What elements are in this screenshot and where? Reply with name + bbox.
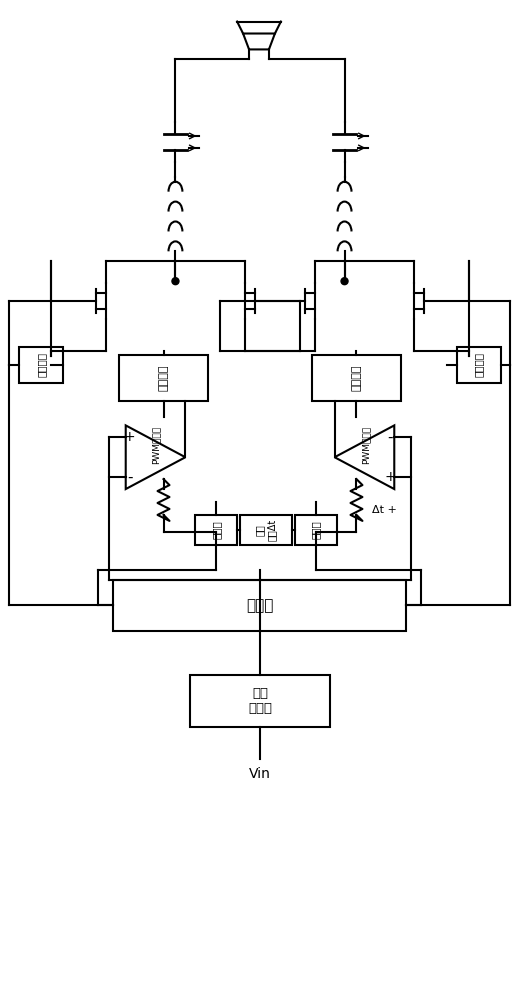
Text: -: - xyxy=(388,430,393,445)
Circle shape xyxy=(172,278,179,285)
Text: 三角波: 三角波 xyxy=(211,520,221,539)
Bar xyxy=(190,675,330,727)
Text: +: + xyxy=(385,470,396,484)
Bar xyxy=(312,355,401,401)
Bar xyxy=(457,347,501,383)
Bar xyxy=(119,355,208,401)
Text: 反馈网络: 反馈网络 xyxy=(36,352,46,377)
Text: +: + xyxy=(124,430,135,444)
Text: Δt +: Δt + xyxy=(372,505,397,515)
Text: 积分器: 积分器 xyxy=(246,598,273,613)
Text: 三角波: 三角波 xyxy=(311,520,321,539)
Polygon shape xyxy=(243,34,275,49)
Text: PWM比较器: PWM比较器 xyxy=(151,426,160,464)
Bar xyxy=(19,347,63,383)
Bar xyxy=(240,515,292,545)
Bar xyxy=(295,515,337,545)
Bar xyxy=(113,580,406,631)
Text: 固定
延时Δt: 固定 延时Δt xyxy=(255,519,277,541)
Bar xyxy=(195,515,237,545)
Circle shape xyxy=(341,278,348,285)
Text: 栅极驱动: 栅极驱动 xyxy=(351,364,361,391)
Text: Vin: Vin xyxy=(249,767,271,781)
Text: 栅极驱动: 栅极驱动 xyxy=(158,364,169,391)
Polygon shape xyxy=(335,425,394,489)
Polygon shape xyxy=(126,425,185,489)
Text: 前置
放大器: 前置 放大器 xyxy=(248,687,272,715)
Text: 反馈网络: 反馈网络 xyxy=(474,352,484,377)
Text: PWM比较器: PWM比较器 xyxy=(362,426,371,464)
Text: -: - xyxy=(127,470,132,485)
